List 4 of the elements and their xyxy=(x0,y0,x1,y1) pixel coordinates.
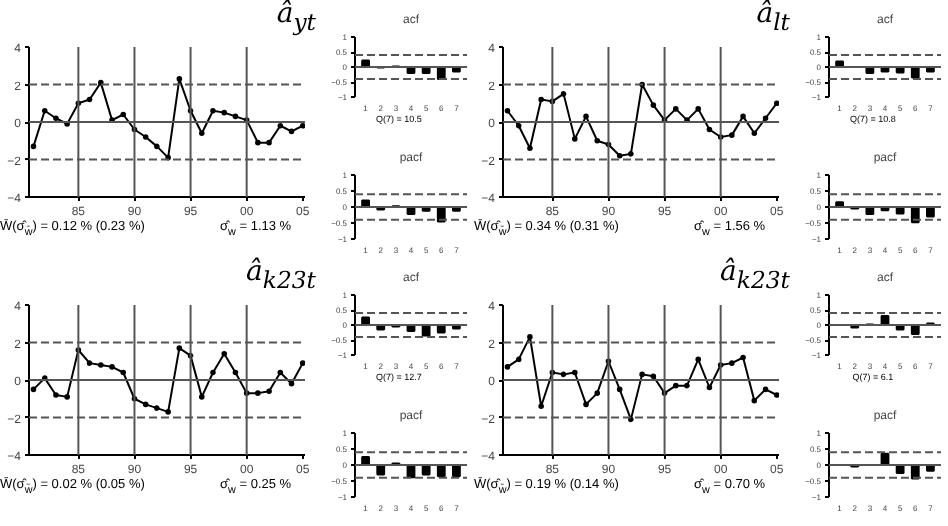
chart-title: â$_{yt}$ xyxy=(276,0,316,36)
chart-title: â$_{k23t}$ xyxy=(246,256,316,294)
chart-title: â$_{k23t}$ xyxy=(720,256,790,294)
chart-title: â$_{lt}$ xyxy=(756,0,790,36)
